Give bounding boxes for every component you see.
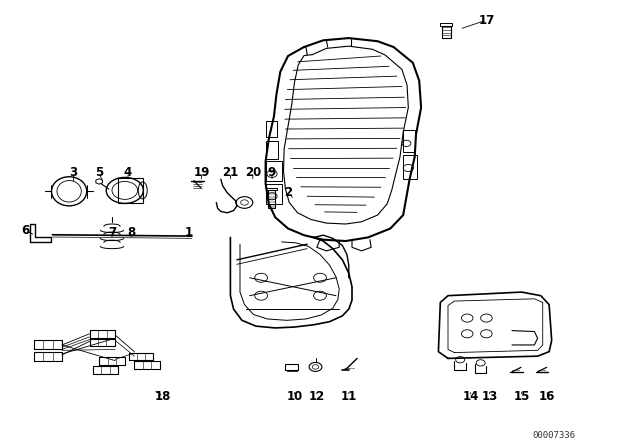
Text: 00007336: 00007336 bbox=[532, 431, 575, 440]
Bar bbox=[266, 141, 278, 159]
Text: 15: 15 bbox=[513, 390, 530, 403]
Text: 9: 9 bbox=[268, 166, 276, 179]
Text: 20: 20 bbox=[244, 166, 261, 179]
Bar bbox=[266, 188, 277, 190]
Text: 10: 10 bbox=[286, 390, 303, 403]
Text: 12: 12 bbox=[308, 390, 325, 403]
Bar bbox=[266, 161, 282, 181]
Text: 8: 8 bbox=[127, 226, 135, 240]
Text: 11: 11 bbox=[340, 390, 357, 403]
Text: 6: 6 bbox=[22, 224, 29, 237]
Text: 17: 17 bbox=[478, 13, 495, 27]
Text: 18: 18 bbox=[155, 390, 172, 403]
Text: 16: 16 bbox=[539, 390, 556, 403]
Text: 13: 13 bbox=[481, 390, 498, 403]
Text: 1: 1 bbox=[185, 226, 193, 240]
Text: 5: 5 bbox=[95, 166, 103, 179]
Bar bbox=[118, 178, 143, 203]
Bar bbox=[287, 370, 297, 371]
Text: 21: 21 bbox=[222, 166, 239, 179]
Text: 4: 4 bbox=[124, 166, 132, 179]
Bar bbox=[266, 121, 277, 137]
Bar bbox=[403, 155, 417, 179]
Text: 7: 7 bbox=[108, 226, 116, 240]
Text: 19: 19 bbox=[193, 166, 210, 179]
Text: 2: 2 bbox=[284, 186, 292, 199]
Bar bbox=[403, 130, 415, 152]
Text: 3: 3 bbox=[70, 166, 77, 179]
Bar bbox=[285, 364, 298, 370]
Text: 14: 14 bbox=[462, 390, 479, 403]
Bar bbox=[440, 23, 452, 26]
Bar bbox=[266, 184, 282, 204]
Bar bbox=[268, 190, 275, 208]
Bar bbox=[442, 26, 451, 38]
